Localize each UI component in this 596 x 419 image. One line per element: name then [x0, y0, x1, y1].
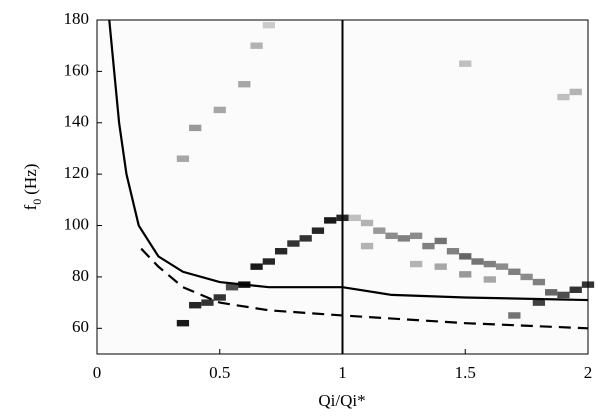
y-tick-label: 180 [64, 9, 90, 28]
heat-cell [201, 299, 214, 306]
y-label-sub: 0 [30, 199, 44, 205]
y-tick-label: 120 [64, 163, 90, 182]
heat-cell [422, 242, 435, 250]
heat-cell [532, 299, 546, 306]
heat-cell [238, 81, 251, 88]
heat-cell [545, 289, 558, 296]
heat-cell [189, 124, 202, 132]
heat-cell [250, 263, 263, 270]
heat-cell [250, 42, 263, 49]
y-tick-label: 160 [64, 60, 90, 79]
heat-cell [569, 286, 582, 293]
y-tick-label: 80 [72, 266, 89, 285]
x-tick-label: 1.5 [455, 363, 476, 382]
heat-cell [397, 235, 411, 242]
y-axis-label: f0 (Hz) [21, 164, 44, 211]
y-tick-label: 100 [64, 214, 90, 233]
heat-cell [410, 232, 423, 240]
heat-cell [385, 232, 398, 240]
heat-cell [508, 312, 521, 319]
heat-cell [373, 227, 386, 234]
heat-cell [262, 258, 275, 265]
y-label-unit: (Hz) [21, 164, 40, 195]
heat-cell [225, 283, 239, 291]
heat-cell [360, 242, 374, 250]
heat-cell [483, 276, 496, 283]
heat-cell [434, 263, 447, 270]
heat-cell [324, 217, 337, 224]
y-label-base: f [21, 204, 40, 210]
curve [108, 19, 589, 302]
heat-cell [446, 248, 460, 255]
heat-cell [262, 21, 275, 29]
heat-cell [557, 93, 570, 101]
heat-cell [410, 260, 423, 268]
heat-cell [459, 60, 472, 67]
heat-cell [176, 155, 190, 162]
heat-cell [348, 214, 361, 222]
x-tick-label: 2 [584, 363, 593, 382]
x-tick-label: 0 [93, 363, 102, 382]
heat-cell [569, 88, 582, 96]
heat-cell [459, 253, 472, 260]
heat-cell [557, 291, 570, 299]
heat-cell [311, 227, 325, 234]
heat-cell [508, 268, 521, 275]
curve [140, 247, 589, 330]
heat-cell [189, 301, 202, 309]
heat-cell [459, 271, 472, 278]
heat-cell [213, 106, 226, 114]
y-tick-label: 140 [64, 112, 90, 131]
heat-cell [495, 263, 509, 270]
heat-cell [520, 273, 533, 281]
heat-cell [274, 248, 288, 255]
heat-cell [176, 319, 190, 327]
x-axis-label: Qi/Qi* [318, 391, 365, 410]
heat-cell [299, 235, 312, 242]
x-tick-label: 0.5 [209, 363, 230, 382]
x-tick-label: 1 [338, 363, 347, 382]
heat-cell [532, 278, 546, 286]
heat-cell [360, 219, 374, 227]
heat-cell [287, 240, 300, 247]
y-tick-label: 60 [72, 317, 89, 336]
heat-cell [434, 237, 447, 245]
heat-cell [471, 258, 484, 265]
heat-cell [213, 294, 226, 301]
heat-cell [483, 260, 496, 268]
